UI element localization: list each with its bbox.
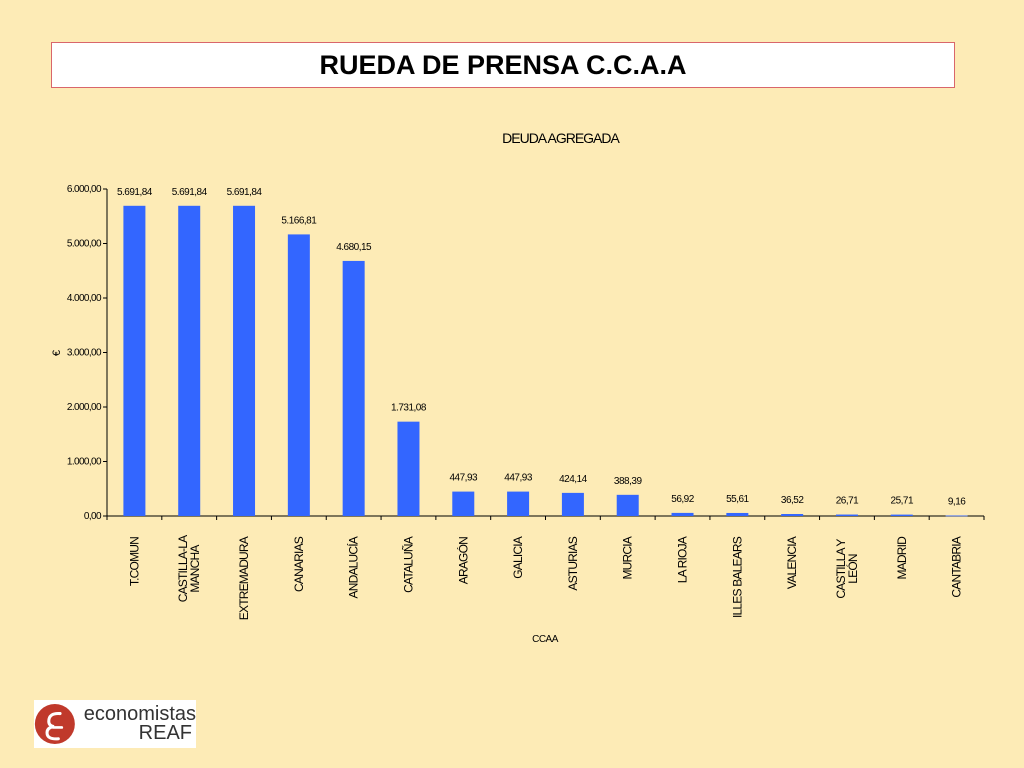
data-label: 26,71 — [836, 496, 859, 507]
chart-title: DEUDA AGREGADA — [502, 130, 620, 146]
logo-line2: REAF — [138, 722, 192, 744]
bar — [452, 491, 475, 516]
bar — [123, 205, 146, 516]
bar — [945, 515, 968, 517]
title-box: RUEDA DE PRENSA C.C.A.A — [51, 42, 955, 88]
data-label: 5.691,84 — [227, 187, 263, 198]
data-label: 1.731,08 — [391, 403, 427, 414]
x-tick-label: VALENCIA — [785, 536, 799, 589]
bar — [561, 492, 584, 516]
data-label: 9,16 — [948, 497, 966, 508]
y-axis-label: € — [51, 350, 63, 356]
y-tick-label: 4.000,00 — [67, 293, 102, 304]
data-label: 4.680,15 — [336, 242, 372, 253]
y-tick-label: 3.000,00 — [67, 348, 102, 359]
x-tick-label: CANTABRIA — [950, 536, 964, 597]
x-tick-label: ARAGÓN — [455, 537, 470, 584]
y-tick-label: 5.000,00 — [67, 239, 102, 250]
data-label: 388,39 — [614, 476, 643, 487]
page-title: RUEDA DE PRENSA C.C.A.A — [319, 49, 687, 80]
bar — [178, 205, 201, 516]
bar — [835, 514, 858, 516]
x-tick-label: CATALUÑA — [401, 536, 415, 593]
x-tick-label: ASTURIAS — [566, 536, 580, 590]
bar — [781, 514, 804, 516]
bar — [726, 512, 749, 516]
bar — [616, 494, 639, 516]
y-tick-label: 2.000,00 — [67, 402, 102, 413]
data-label: 424,14 — [559, 474, 588, 485]
logo: economistas REAF — [34, 700, 196, 748]
x-tick-label: CASTILLA YLEÓN — [834, 539, 860, 599]
data-label: 55,61 — [726, 494, 749, 505]
x-tick-label: ILLES BALEARS — [730, 536, 744, 618]
x-tick-label: CANARIAS — [292, 536, 306, 592]
x-tick-label: EXTREMADURA — [237, 536, 251, 620]
x-tick-label: GALICIA — [511, 536, 525, 579]
data-label: 5.691,84 — [172, 187, 208, 198]
x-tick-label: CASTILLA-LAMANCHA — [176, 535, 202, 602]
bar — [507, 491, 530, 516]
logo-line1: economistas — [83, 703, 196, 725]
data-label: 5.166,81 — [281, 215, 317, 226]
bar — [890, 514, 913, 516]
x-tick-label: LA RIOJA — [676, 536, 690, 583]
bar — [233, 205, 256, 516]
x-tick-label: MURCIA — [621, 536, 635, 579]
y-tick-label: 1.000,00 — [67, 457, 102, 468]
x-tick-label: MADRID — [895, 536, 909, 580]
bar — [342, 260, 365, 516]
y-tick-label: 0,00 — [84, 511, 102, 522]
data-label: 36,52 — [781, 495, 804, 506]
x-tick-label: T.COMUN — [127, 537, 141, 586]
data-label: 56,92 — [671, 494, 694, 505]
bar — [287, 234, 310, 516]
reaf-logo-icon — [34, 704, 75, 744]
data-label: 5.691,84 — [117, 187, 153, 198]
data-label: 447,93 — [449, 473, 478, 484]
x-axis-label: CCAA — [532, 634, 559, 645]
y-tick-label: 6.000,00 — [67, 184, 102, 195]
data-label: 25,71 — [891, 496, 914, 507]
bar — [671, 512, 694, 516]
data-label: 447,93 — [504, 473, 533, 484]
bar — [397, 421, 420, 516]
x-tick-label: ANDALUCÍA — [346, 536, 361, 598]
